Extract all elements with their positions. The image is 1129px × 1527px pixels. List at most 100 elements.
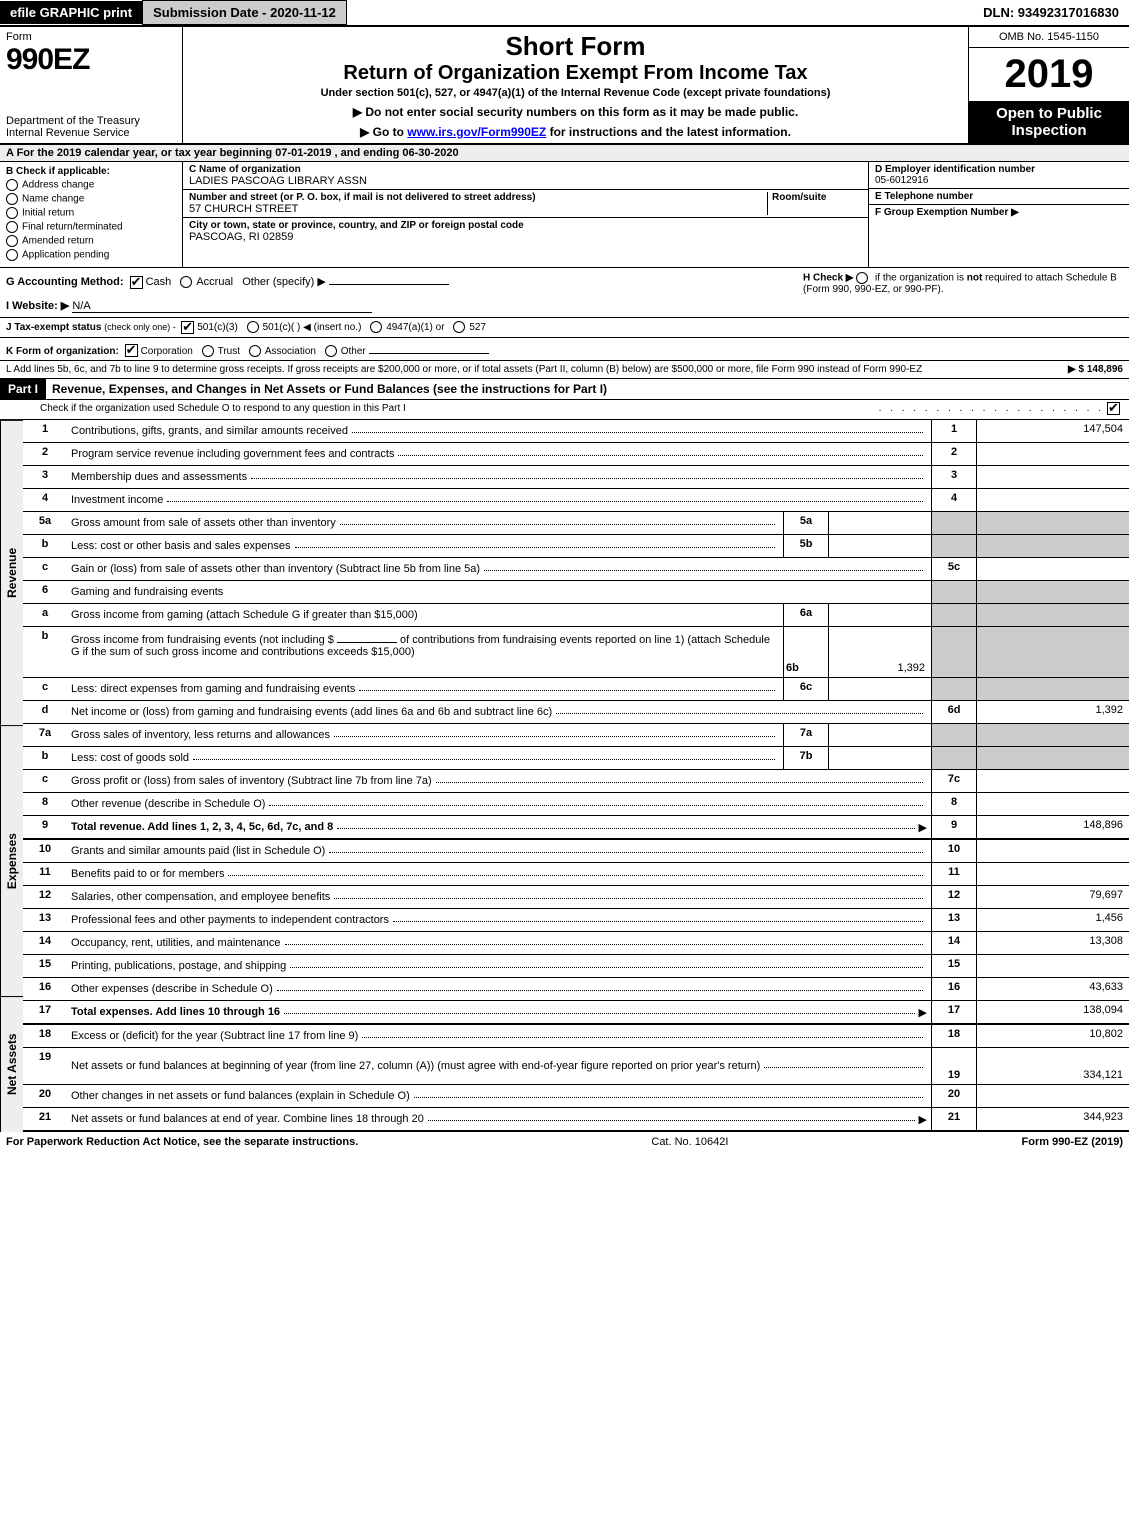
chk-schedule-o[interactable] <box>1107 402 1120 415</box>
r3-rval <box>976 466 1129 488</box>
r8-desc: Other revenue (describe in Schedule O) <box>71 798 265 810</box>
chk-schedule-b[interactable] <box>856 272 868 284</box>
r7a-rnum <box>931 724 976 746</box>
row-6: 6 Gaming and fundraising events <box>23 581 1129 604</box>
r6d-rval: 1,392 <box>976 701 1129 723</box>
r20-desc: Other changes in net assets or fund bala… <box>71 1090 410 1102</box>
row-5c: c Gain or (loss) from sale of assets oth… <box>23 558 1129 581</box>
line-j-label: J Tax-exempt status <box>6 322 101 333</box>
chk-name-change[interactable] <box>6 193 18 205</box>
row-19: 19 Net assets or fund balances at beginn… <box>23 1048 1129 1085</box>
r17-rnum: 17 <box>931 1001 976 1023</box>
r6c-desc: Less: direct expenses from gaming and fu… <box>71 683 355 695</box>
form-title-main: Return of Organization Exempt From Incom… <box>189 62 962 85</box>
r4-rnum: 4 <box>931 489 976 511</box>
opt-association: Association <box>265 346 316 357</box>
chk-application-pending[interactable] <box>6 249 18 261</box>
row-15: 15 Printing, publications, postage, and … <box>23 955 1129 978</box>
r6d-num: d <box>23 701 67 723</box>
r20-rval <box>976 1085 1129 1107</box>
chk-cash[interactable] <box>130 276 143 289</box>
r6a-midval <box>828 604 931 626</box>
top-bar: efile GRAPHIC print Submission Date - 20… <box>0 0 1129 27</box>
r7c-desc: Gross profit or (loss) from sales of inv… <box>71 775 432 787</box>
r6c-rval <box>976 678 1129 700</box>
city-label: City or town, state or province, country… <box>189 220 862 231</box>
row-5a: 5a Gross amount from sale of assets othe… <box>23 512 1129 535</box>
opt-accrual: Accrual <box>196 276 233 288</box>
row-7a: 7a Gross sales of inventory, less return… <box>23 724 1129 747</box>
city-value: PASCOAG, RI 02859 <box>189 231 862 243</box>
r19-rval: 334,121 <box>976 1048 1129 1084</box>
r16-rval: 43,633 <box>976 978 1129 1000</box>
r11-desc: Benefits paid to or for members <box>71 868 224 880</box>
r6-rval <box>976 581 1129 603</box>
form-title-under: Under section 501(c), 527, or 4947(a)(1)… <box>189 87 962 99</box>
chk-accrual[interactable] <box>180 276 192 288</box>
chk-501c3[interactable] <box>181 321 194 334</box>
r5a-midval <box>828 512 931 534</box>
other-specify-input[interactable] <box>329 272 449 285</box>
line-h-text1: if the organization is <box>875 273 967 284</box>
row-1: 1 Contributions, gifts, grants, and simi… <box>23 420 1129 443</box>
r14-rval: 13,308 <box>976 932 1129 954</box>
chk-corporation[interactable] <box>125 344 138 357</box>
r14-desc: Occupancy, rent, utilities, and maintena… <box>71 937 281 949</box>
chk-trust[interactable] <box>202 345 214 357</box>
r2-rval <box>976 443 1129 465</box>
opt-4947: 4947(a)(1) or <box>386 322 444 333</box>
block-b-title: B Check if applicable: <box>6 166 176 177</box>
row-21: 21 Net assets or fund balances at end of… <box>23 1108 1129 1132</box>
r5c-num: c <box>23 558 67 580</box>
form-title-short: Short Form <box>189 31 962 62</box>
opt-501c: 501(c)( ) ◀ (insert no.) <box>263 322 362 333</box>
footer-left: For Paperwork Reduction Act Notice, see … <box>6 1136 358 1148</box>
chk-amended-return[interactable] <box>6 235 18 247</box>
r7a-rval <box>976 724 1129 746</box>
chk-527[interactable] <box>453 321 465 333</box>
row-20: 20 Other changes in net assets or fund b… <box>23 1085 1129 1108</box>
chk-initial-return[interactable] <box>6 207 18 219</box>
r15-num: 15 <box>23 955 67 977</box>
efile-print-button[interactable]: efile GRAPHIC print <box>0 1 142 24</box>
r9-desc: Total revenue. Add lines 1, 2, 3, 4, 5c,… <box>71 821 333 833</box>
r7b-rval <box>976 747 1129 769</box>
r6c-rnum <box>931 678 976 700</box>
chk-address-change[interactable] <box>6 179 18 191</box>
side-revenue: Revenue <box>0 420 23 725</box>
r15-rnum: 15 <box>931 955 976 977</box>
chk-final-return[interactable] <box>6 221 18 233</box>
chk-other-org[interactable] <box>325 345 337 357</box>
block-d: D Employer identification number 05-6012… <box>868 162 1129 267</box>
arrow-icon: ▶ <box>919 821 927 834</box>
r5b-desc: Less: cost or other basis and sales expe… <box>71 540 291 552</box>
r11-rval <box>976 863 1129 885</box>
other-org-input[interactable] <box>369 341 489 354</box>
r4-rval <box>976 489 1129 511</box>
chk-501c[interactable] <box>247 321 259 333</box>
row-18: 18 Excess or (deficit) for the year (Sub… <box>23 1025 1129 1048</box>
r15-desc: Printing, publications, postage, and shi… <box>71 960 286 972</box>
r5a-num: 5a <box>23 512 67 534</box>
r1-rnum: 1 <box>931 420 976 442</box>
line-h-text3: (Form 990, 990-EZ, or 990-PF). <box>803 284 1123 295</box>
chk-4947[interactable] <box>370 321 382 333</box>
opt-527: 527 <box>469 322 486 333</box>
r1-rval: 147,504 <box>976 420 1129 442</box>
opt-other-specify: Other (specify) ▶ <box>242 276 326 288</box>
r2-desc: Program service revenue including govern… <box>71 448 394 460</box>
opt-trust: Trust <box>218 346 240 357</box>
r7a-desc: Gross sales of inventory, less returns a… <box>71 729 330 741</box>
line-j-sub: (check only one) - <box>104 322 178 332</box>
part1-table: Revenue Expenses Net Assets 1 Contributi… <box>0 420 1129 1132</box>
chk-association[interactable] <box>249 345 261 357</box>
line-j: J Tax-exempt status (check only one) - 5… <box>0 318 1129 338</box>
footer-right: Form 990-EZ (2019) <box>1022 1136 1123 1148</box>
irs-link[interactable]: www.irs.gov/Form990EZ <box>407 125 546 139</box>
r5b-rval <box>976 535 1129 557</box>
line-g-h-i: G Accounting Method: Cash Accrual Other … <box>0 268 1129 318</box>
street-label: Number and street (or P. O. box, if mail… <box>189 192 767 203</box>
r6b-amount-input[interactable] <box>337 630 397 643</box>
part1-sub-text: Check if the organization used Schedule … <box>40 403 879 414</box>
r1-num: 1 <box>23 420 67 442</box>
